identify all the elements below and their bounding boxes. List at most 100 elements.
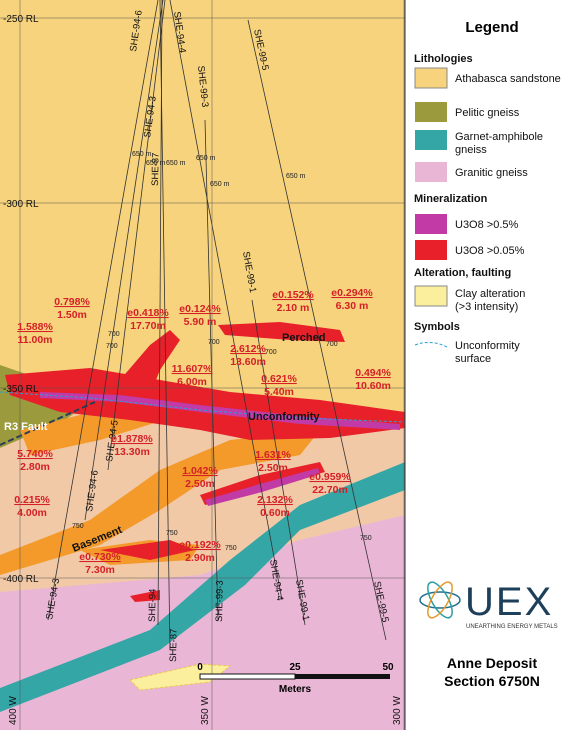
legend-entry: Garnet-amphibole [455, 131, 543, 143]
intercept-length: 2.50m [258, 462, 288, 474]
zone-label: Unconformity [248, 411, 320, 423]
intercept-grade: e0.418% [127, 307, 169, 319]
intercept-length: 13.30m [114, 446, 150, 458]
clay-alteration [129, 663, 232, 691]
drill-hole [169, 0, 283, 601]
depth-mark: 650 m [196, 155, 216, 162]
swatch [415, 240, 447, 260]
legend-entry: Granitic gneiss [455, 167, 528, 179]
depth-mark: 650 m [286, 173, 306, 180]
legend: Legend Lithologies Athabasca sandstone P… [414, 19, 561, 365]
scale-label: 25 [289, 662, 301, 673]
intercept-grade: 1.042% [182, 465, 218, 477]
orange-band [0, 430, 320, 575]
intercept-grade: e0.730% [79, 551, 121, 563]
logo: UEX UNEARTHING ENERGY METALS [419, 580, 558, 630]
swatch [415, 162, 447, 182]
intercept-length: 13.60m [230, 356, 266, 368]
drill-hole [251, 299, 306, 626]
legend-entry: surface [455, 353, 491, 365]
swatch [414, 341, 448, 348]
caption: Section 6750N [444, 673, 540, 689]
logo-tagline: UNEARTHING ENERGY METALS [466, 624, 558, 630]
intercept-length: 2.50m [185, 478, 215, 490]
drill-label: SHE-87 [150, 153, 162, 186]
intercept-grade: e0.294% [331, 287, 373, 299]
drill-label: SHE-87 [168, 629, 180, 662]
geology [0, 0, 406, 730]
intercept-length: 6.00m [177, 376, 207, 388]
legend-entry: Athabasca sandstone [455, 73, 561, 85]
logo-atom [427, 581, 453, 619]
intercept-grade: 0.215% [14, 494, 50, 506]
easting-label: 350 W [200, 696, 211, 725]
garnet-gneiss [0, 462, 405, 712]
intercept-grade: 0.494% [355, 367, 391, 379]
legend-heading: Lithologies [414, 53, 473, 65]
legend-entry: Clay alteration [455, 288, 525, 300]
intercept-length: 11.00m [17, 334, 52, 346]
depth-mark: 750 [166, 530, 178, 537]
intercept-length: 17.70m [130, 320, 166, 332]
logo-name: UEX [465, 580, 553, 624]
depth-mark: 700 [326, 341, 338, 348]
scale-segment [295, 674, 390, 679]
unconformity-line [0, 391, 406, 423]
easting-label: 400 W [8, 696, 19, 725]
grid [0, 0, 405, 730]
high-grade [40, 392, 400, 430]
intercept-length: 1.50m [57, 309, 87, 321]
intercept-length: 10.60m [355, 380, 391, 392]
depth-mark: 700 [265, 349, 277, 356]
legend-heading: Symbols [414, 321, 460, 333]
easting-label: 300 W [392, 696, 403, 725]
intercept-length: 4.00m [17, 507, 47, 519]
mineralization [100, 540, 195, 560]
legend-entry: U3O8 >0.5% [455, 219, 519, 231]
zone-label: R3 Fault [4, 421, 48, 433]
drill-hole [107, 0, 166, 471]
intercept-length: 2.10 m [277, 302, 310, 314]
elevation-label: -300 RL [3, 199, 39, 210]
depth-marks: 650 m 650 m 650 m 650 m 650 m 650 m 700 … [72, 151, 372, 552]
scale-label: 50 [382, 662, 394, 673]
drill-hole [204, 119, 219, 621]
intercept-grade: 2.612% [230, 343, 266, 355]
depth-mark: 700 [108, 331, 120, 338]
intercept-grade: 2.132% [257, 494, 293, 506]
intercept-grade: e0.124% [179, 303, 221, 315]
drill-label: SHE-99-3 [195, 65, 210, 108]
swatch [415, 214, 447, 234]
intercept-length: 6.30 m [336, 300, 369, 312]
legend-entry: gneiss [455, 144, 487, 156]
depth-mark: 750 [225, 545, 237, 552]
drill-hole [47, 0, 159, 621]
intercept-grade: 0.798% [54, 296, 90, 308]
intercepts: 0.798%1.50m 1.588%11.00m e0.418%17.70m e0.1… [14, 287, 391, 576]
legend-entry: Unconformity [455, 340, 520, 352]
swatch [415, 130, 447, 150]
intercept-grade: e0.959% [309, 471, 351, 483]
depth-mark: 650 m [146, 160, 166, 167]
legend-title: Legend [465, 19, 518, 36]
intercept-length: 2.90m [185, 552, 215, 564]
depth-mark: 650 m [210, 181, 230, 188]
intercept-grade: e0.192% [179, 539, 221, 551]
intercept-length: 0.60m [260, 507, 290, 519]
high-grade [205, 468, 320, 506]
logo-atom [419, 591, 461, 609]
zone-label: Perched [282, 332, 325, 344]
drill-hole [247, 19, 387, 641]
depth-mark: 650 m [166, 160, 186, 167]
intercept-grade: e0.152% [272, 289, 314, 301]
elevation-label: -400 RL [3, 574, 39, 585]
swatch [414, 67, 448, 89]
intercept-length: 2.80m [20, 461, 50, 473]
legend-entry: U3O8 >0.05% [455, 245, 525, 257]
perched-mineralization [218, 322, 345, 342]
drill-labels: SHE-94-6 SHE-94-4 SHE-99-5 SHE-99-3 SHE-… [44, 10, 390, 662]
depth-mark: 750 [72, 523, 84, 530]
drill-holes [47, 0, 387, 651]
intercept-grade: e1.878% [111, 433, 153, 445]
